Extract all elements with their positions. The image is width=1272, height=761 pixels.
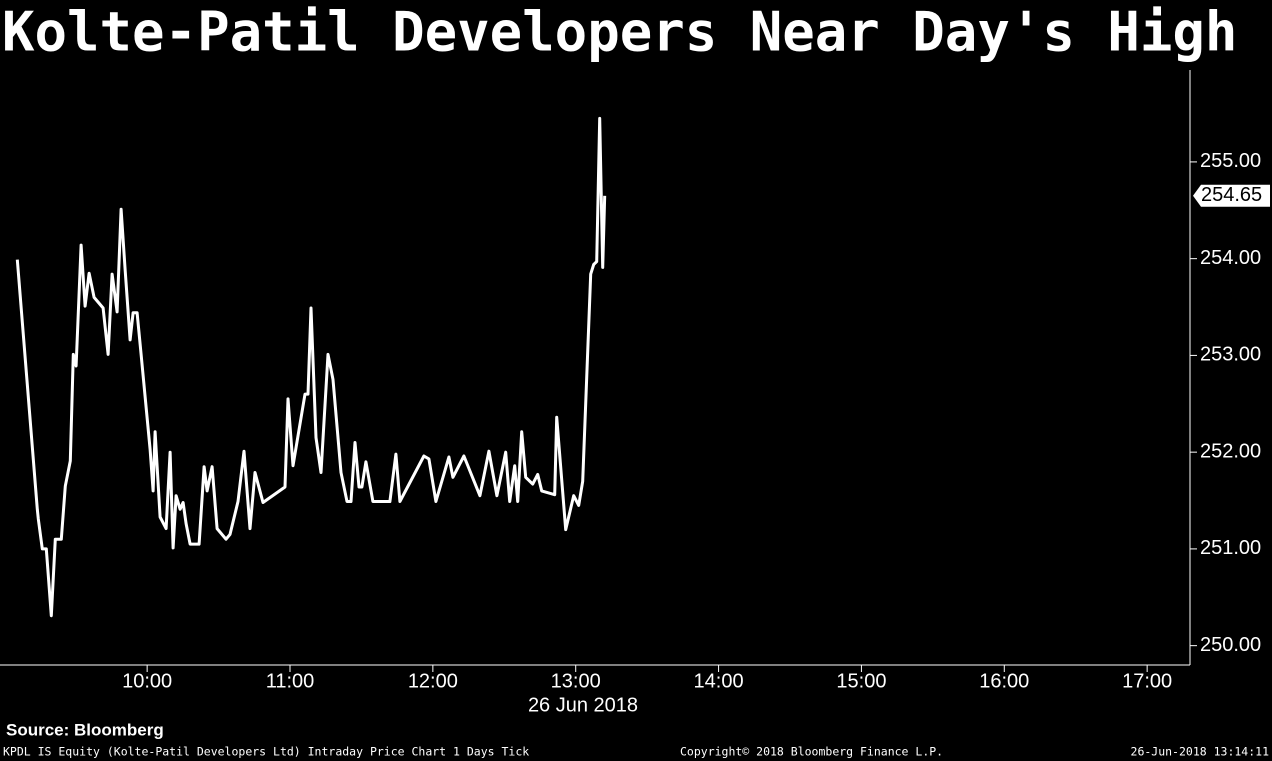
y-tick-label: 253.00 [1200, 344, 1261, 366]
chart-title: Kolte-Patil Developers Near Day's High [2, 1, 1237, 64]
footer-center: Copyright© 2018 Bloomberg Finance L.P. [680, 745, 943, 759]
y-tick-label: 252.00 [1200, 440, 1261, 462]
last-price-label: 254.65 [1201, 184, 1262, 206]
footer-left: KPDL IS Equity (Kolte-Patil Developers L… [3, 745, 529, 759]
x-tick-label: 13:00 [551, 670, 601, 692]
x-tick-label: 15:00 [836, 670, 886, 692]
price-line [15, 116, 607, 618]
x-axis-label: 26 Jun 2018 [528, 694, 638, 716]
last-price-tag [1193, 184, 1270, 207]
x-tick-label: 17:00 [1122, 670, 1172, 692]
x-tick-label: 12:00 [408, 670, 458, 692]
x-tick-label: 11:00 [266, 670, 315, 692]
x-tick-label: 10:00 [122, 670, 172, 692]
y-tick-label: 254.00 [1200, 247, 1261, 269]
y-tick-label: 255.00 [1200, 150, 1261, 172]
y-tick-label: 251.00 [1200, 537, 1261, 559]
x-tick-label: 16:00 [979, 670, 1029, 692]
source: Source: Bloomberg [6, 720, 164, 739]
footer-right: 26-Jun-2018 13:14:11 [1131, 745, 1270, 759]
y-tick-label: 250.00 [1200, 634, 1261, 656]
x-tick-label: 14:00 [694, 670, 744, 692]
